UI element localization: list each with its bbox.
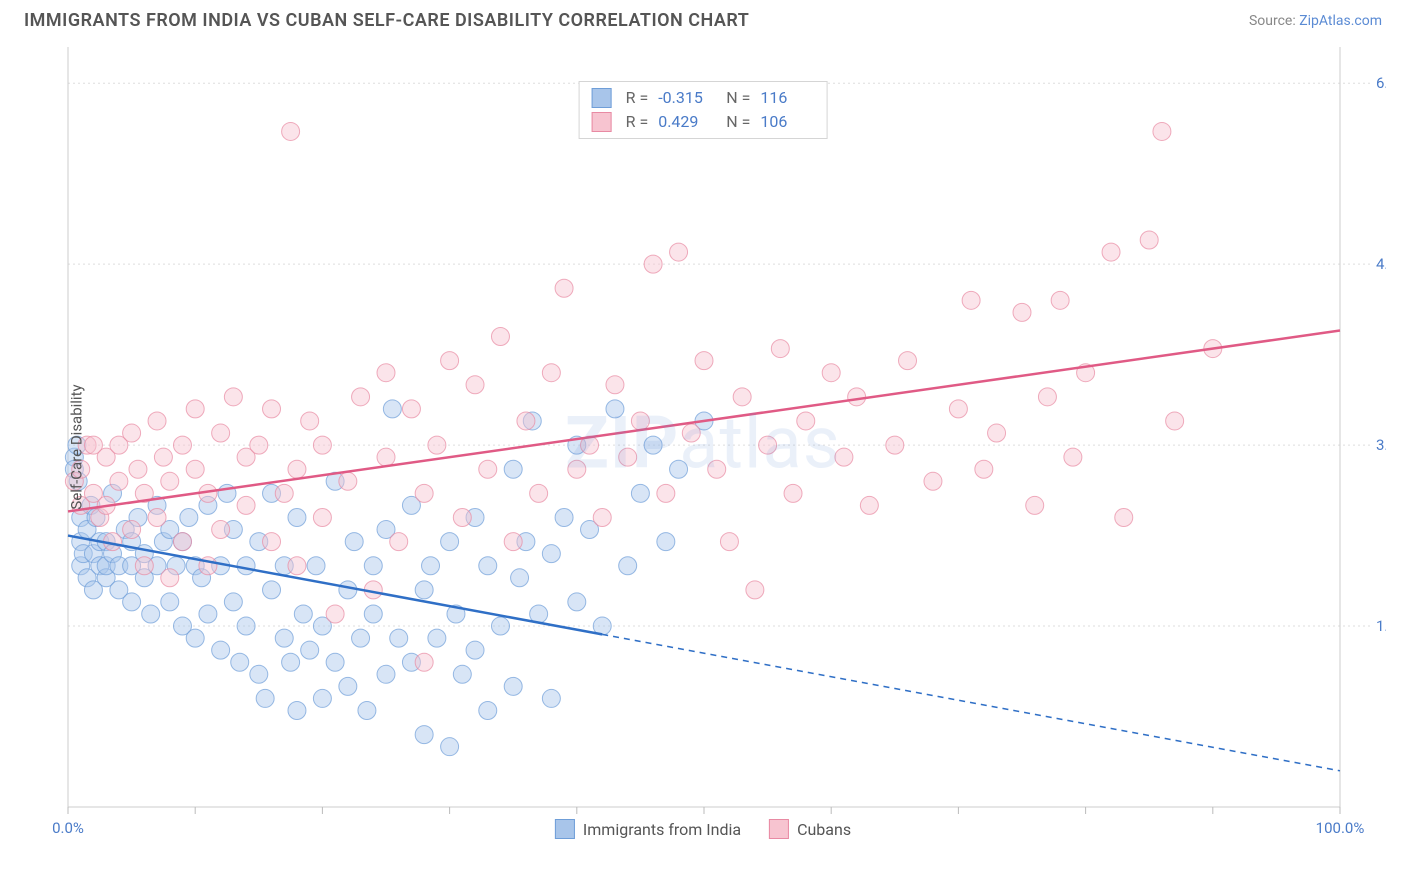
svg-text:3.0%: 3.0% [1376, 436, 1386, 454]
swatch-india [592, 88, 612, 108]
swatch-cubans [592, 112, 612, 132]
svg-text:6.0%: 6.0% [1376, 74, 1386, 92]
chart-title: IMMIGRANTS FROM INDIA VS CUBAN SELF-CARE… [24, 10, 749, 31]
stats-row-india: R = -0.315 N = 116 [592, 86, 815, 110]
scatter-chart: 1.5% 3.0% 4.5% 6.0% 0.0% 100.0% [20, 37, 1386, 857]
chart-container: Self-Care Disability 1.5% 3.0% 4.5% 6.0% 0.0… [20, 37, 1386, 857]
svg-text:0.0%: 0.0% [52, 819, 84, 837]
legend-item-cubans: Cubans [769, 819, 851, 839]
stats-legend-box: R = -0.315 N = 116 R = 0.429 N = 106 [579, 81, 828, 139]
svg-text:1.5%: 1.5% [1376, 617, 1386, 635]
legend-item-india: Immigrants from India [555, 819, 741, 839]
swatch-cubans [769, 819, 789, 839]
bottom-legend: Immigrants from India Cubans [555, 819, 851, 839]
source-attribution: Source: ZipAtlas.com [1249, 13, 1382, 29]
source-link[interactable]: ZipAtlas.com [1299, 13, 1382, 29]
svg-text:100.0%: 100.0% [1316, 819, 1365, 837]
stats-row-cubans: R = 0.429 N = 106 [592, 110, 815, 134]
swatch-india [555, 819, 575, 839]
svg-text:4.5%: 4.5% [1376, 255, 1386, 273]
header: IMMIGRANTS FROM INDIA VS CUBAN SELF-CARE… [0, 0, 1406, 37]
y-axis-label: Self-Care Disability [68, 384, 86, 509]
